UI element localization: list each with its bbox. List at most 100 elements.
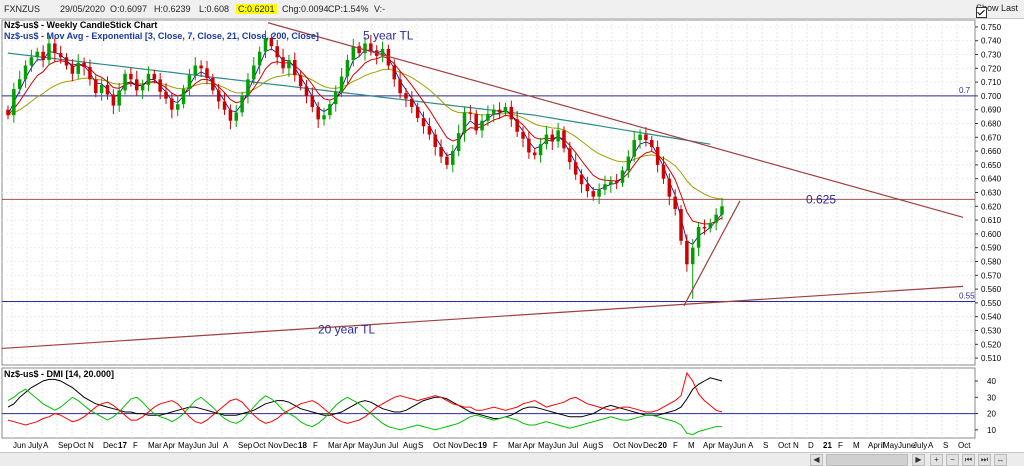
candle-body <box>175 104 180 110</box>
candle-body <box>23 65 28 80</box>
candle-body <box>88 66 92 80</box>
candle-body <box>702 227 707 229</box>
x-tick-label: Mar <box>508 441 522 450</box>
candle-body <box>6 109 10 116</box>
candle-body <box>690 247 695 265</box>
y-tick-label: 0.590 <box>981 244 1002 253</box>
dmi-panel <box>2 371 975 436</box>
candle-body <box>257 51 262 66</box>
show-last-toggle[interactable]: Show Last <box>975 3 1018 18</box>
x-tick-label: N <box>88 441 94 450</box>
dmi-y-tick-label: 30 <box>987 393 996 402</box>
x-tick-label: Jun <box>733 441 746 450</box>
candle-body <box>380 48 385 56</box>
y-tick-label: 0.740 <box>981 37 1002 46</box>
change-pct-value: CP:1.54% <box>328 4 369 14</box>
scroll-right-button[interactable]: ▶ <box>912 454 925 466</box>
fit-icon[interactable]: ↔ <box>994 454 1007 466</box>
candle-body <box>644 134 648 141</box>
x-tick-label: A <box>223 441 229 450</box>
scroll-end-icon[interactable]: ⏭ <box>978 454 991 466</box>
dmi-series-line <box>7 388 722 436</box>
candle-body <box>650 140 654 147</box>
candle-body <box>515 119 519 132</box>
x-tick-label: Jun <box>553 441 566 450</box>
candle-body <box>263 37 268 52</box>
candle-body <box>12 89 16 116</box>
x-tick-label: 18 <box>298 441 307 450</box>
y-tick-label: 0.610 <box>981 216 1002 225</box>
x-tick-label: M <box>853 441 860 450</box>
y-tick-label: 0.520 <box>981 340 1002 349</box>
candle-body <box>632 140 636 157</box>
x-tick-label: Jun <box>373 441 386 450</box>
x-tick-label: Sep <box>58 441 73 450</box>
candle-body <box>679 209 683 241</box>
scroll-start-icon[interactable]: ⏮ <box>962 454 975 466</box>
candle-body <box>146 73 151 85</box>
x-tick-label: Aug <box>583 441 597 450</box>
dmi-frame <box>1 367 976 439</box>
candle-body <box>421 117 426 127</box>
candle-body <box>527 138 531 153</box>
zoom-out-icon[interactable]: − <box>946 454 959 466</box>
x-tick-label: Apr <box>343 441 356 450</box>
candle-body <box>468 112 473 114</box>
candle-body <box>170 98 174 110</box>
high-value: H:0.6239 <box>154 4 191 14</box>
candle-body <box>392 65 397 80</box>
candle-body <box>211 77 215 91</box>
checkbox-icon[interactable] <box>975 7 987 18</box>
x-tick-label: D <box>808 441 814 450</box>
x-tick-label: 17 <box>118 441 127 450</box>
x-tick-label: Sep <box>238 441 253 450</box>
candle-body <box>714 214 718 223</box>
candle-body <box>603 184 607 190</box>
candle-body <box>415 106 420 118</box>
x-tick-label: June <box>898 441 916 450</box>
candle-body <box>357 46 361 54</box>
trendline <box>267 22 964 218</box>
x-tick-label: Oct <box>958 441 971 450</box>
ema-3-line <box>7 48 723 245</box>
candle-body <box>696 227 701 248</box>
axes: Jun July A Sep Oct N Dec 17 F Mar Apr May Jun Jul A Sep… <box>13 23 1002 450</box>
candle-body <box>568 148 572 163</box>
candle-body <box>64 57 69 66</box>
dmi-y-tick-label: 10 <box>987 426 996 435</box>
zoom-in-icon[interactable]: + <box>930 454 943 466</box>
candle-body <box>386 48 391 66</box>
x-tick-label: S <box>418 441 423 450</box>
y-tick-label: 0.540 <box>981 313 1002 322</box>
candle-body <box>427 126 432 135</box>
x-tick-label: F <box>313 441 318 450</box>
y-tick-label: 0.710 <box>981 78 1002 87</box>
candle-body <box>205 68 209 78</box>
x-tick-label: Dec <box>463 441 477 450</box>
candle-body <box>99 84 104 94</box>
scroll-thumb[interactable] <box>826 454 908 466</box>
x-tick-label: Nov <box>268 441 282 450</box>
y-tick-label: 0.700 <box>981 92 1002 101</box>
y-tick-label: 0.650 <box>981 161 1002 170</box>
x-tick-label: Jul <box>388 441 398 450</box>
candle-body <box>240 95 244 113</box>
candle-body <box>47 43 51 61</box>
x-tick-label: S <box>598 441 603 450</box>
x-tick-label: Aug <box>403 441 417 450</box>
candle-body <box>234 112 239 121</box>
scroll-left-button[interactable]: ◀ <box>810 454 823 466</box>
candle-body <box>661 164 666 179</box>
indicator-label: Nz$-us$ - Mov Avg - Exponential [3, Clos… <box>4 31 319 41</box>
x-tick-label: Mar <box>148 441 162 450</box>
candle-body <box>41 51 45 61</box>
price-panel: 0.7 0.625 0.55 5 year TL 20 year TL <box>1 22 975 350</box>
candle-body <box>655 146 660 165</box>
horizontal-scrollbar[interactable]: ◀ ▶ + − ⏮ ⏭ ↔ <box>0 452 1024 466</box>
x-tick-label: Mar <box>328 441 342 450</box>
x-tick-label: S <box>943 441 948 450</box>
x-tick-label: F <box>133 441 138 450</box>
y-tick-label: 0.750 <box>981 23 1002 32</box>
dmi-y-tick-label: 40 <box>987 377 996 386</box>
